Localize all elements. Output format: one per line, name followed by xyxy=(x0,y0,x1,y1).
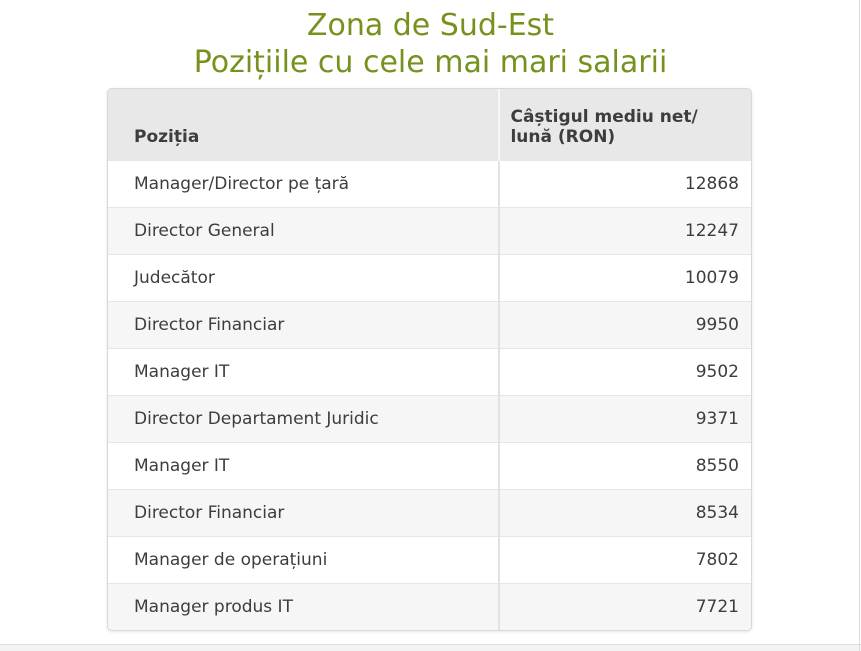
table-row: Manager/Director pe țară 12868 xyxy=(108,160,751,208)
salary-cell: 12247 xyxy=(498,207,751,255)
salary-table-head: Poziția Câștigul mediu net/ lună (RON) xyxy=(108,89,751,161)
salary-cell: 8534 xyxy=(498,489,751,537)
salary-table: Poziția Câștigul mediu net/ lună (RON) M… xyxy=(108,89,751,630)
page-subtitle: Pozițiile cu cele mai mari salarii xyxy=(193,45,668,80)
table-row: Director General 12247 xyxy=(108,207,751,255)
position-cell: Manager de operațiuni xyxy=(134,550,328,570)
table-row: Director Financiar 8534 xyxy=(108,489,751,537)
table-row: Manager produs IT 7721 xyxy=(108,583,751,630)
position-cell: Director General xyxy=(134,221,275,241)
position-cell: Manager/Director pe țară xyxy=(134,174,350,194)
position-cell: Judecător xyxy=(134,268,215,288)
salary-cell: 7721 xyxy=(498,583,751,630)
position-cell: Director Financiar xyxy=(134,315,285,335)
salary-cell: 9371 xyxy=(498,395,751,443)
salary-cell: 12868 xyxy=(498,160,751,208)
page-title: Zona de Sud-Est xyxy=(306,8,555,43)
table-row: Director Departament Juridic 9371 xyxy=(108,395,751,443)
column-header-position: Poziția xyxy=(108,89,500,161)
position-cell: Manager IT xyxy=(134,362,230,382)
salary-cell: 9950 xyxy=(498,301,751,349)
table-row: Manager IT 8550 xyxy=(108,442,751,490)
position-cell: Manager produs IT xyxy=(134,597,293,617)
title-block: Zona de Sud-Est Pozițiile cu cele mai ma… xyxy=(0,0,861,81)
table-row: Director Financiar 9950 xyxy=(108,301,751,349)
position-cell: Director Financiar xyxy=(134,503,285,523)
salary-cell: 9502 xyxy=(498,348,751,396)
table-row: Judecător 10079 xyxy=(108,254,751,302)
footer-band xyxy=(0,644,861,651)
position-cell: Director Departament Juridic xyxy=(134,409,379,429)
salary-cell: 10079 xyxy=(498,254,751,302)
salary-cell: 7802 xyxy=(498,536,751,584)
salary-cell: 8550 xyxy=(498,442,751,490)
table-row: Manager de operațiuni 7802 xyxy=(108,536,751,584)
position-cell: Manager IT xyxy=(134,456,230,476)
salary-table-body: Manager/Director pe țară 12868 Director Ge… xyxy=(108,160,751,630)
header-row: Poziția Câștigul mediu net/ lună (RON) xyxy=(108,89,751,161)
column-header-salary: Câștigul mediu net/ lună (RON) xyxy=(498,89,751,161)
page-right-border xyxy=(859,0,860,651)
salary-table-card: Poziția Câștigul mediu net/ lună (RON) M… xyxy=(107,88,752,631)
table-row: Manager IT 9502 xyxy=(108,348,751,396)
